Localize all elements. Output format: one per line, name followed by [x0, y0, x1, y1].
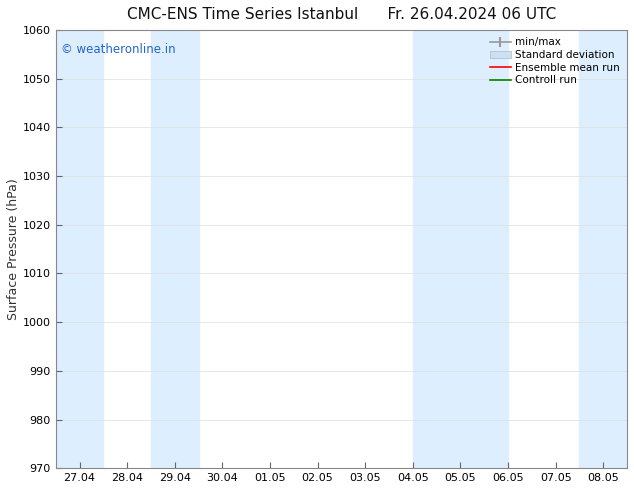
Bar — [460, 30, 508, 468]
Legend: min/max, Standard deviation, Ensemble mean run, Controll run: min/max, Standard deviation, Ensemble me… — [486, 33, 624, 89]
Bar — [413, 30, 460, 468]
Y-axis label: Surface Pressure (hPa): Surface Pressure (hPa) — [7, 178, 20, 320]
Bar — [56, 30, 103, 468]
Text: © weatheronline.in: © weatheronline.in — [61, 43, 176, 56]
Bar — [579, 30, 627, 468]
Title: CMC-ENS Time Series Istanbul      Fr. 26.04.2024 06 UTC: CMC-ENS Time Series Istanbul Fr. 26.04.2… — [127, 7, 556, 22]
Bar — [151, 30, 198, 468]
